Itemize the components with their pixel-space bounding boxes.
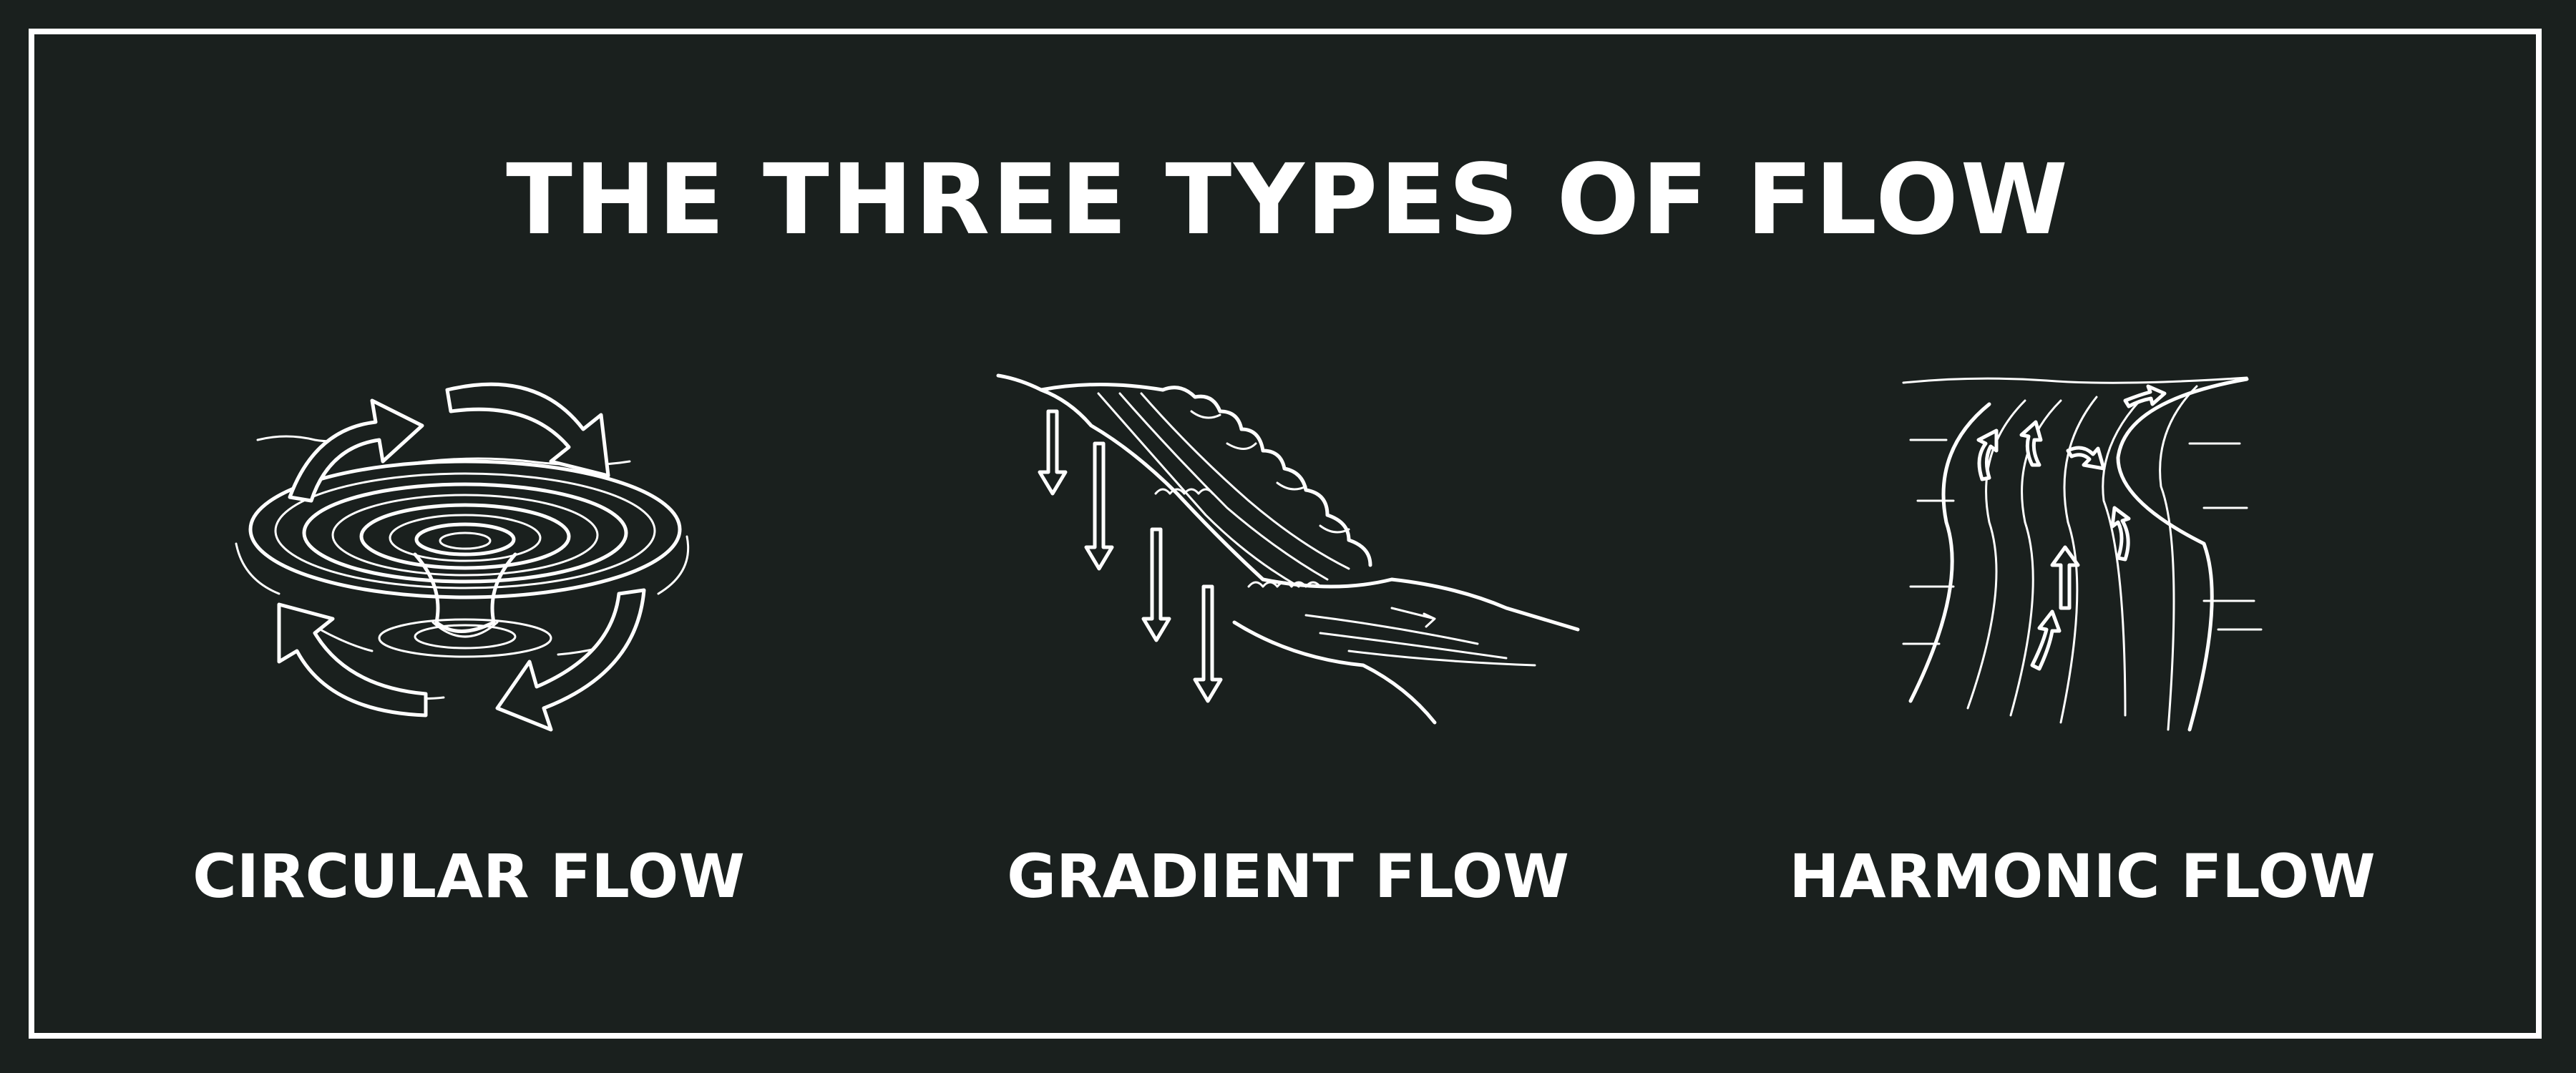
label-gradient-flow: GRADIENT FLOW: [1007, 841, 1569, 911]
label-harmonic-flow: HARMONIC FLOW: [1789, 841, 2376, 911]
whirlpool-icon: [229, 372, 730, 737]
label-circular-flow: CIRCULAR FLOW: [192, 841, 745, 911]
page-title: THE THREE TYPES OF FLOW: [506, 144, 2070, 257]
river-icon: [1889, 372, 2275, 744]
border-frame: [29, 29, 2542, 1039]
waterfall-icon: [991, 372, 1592, 730]
